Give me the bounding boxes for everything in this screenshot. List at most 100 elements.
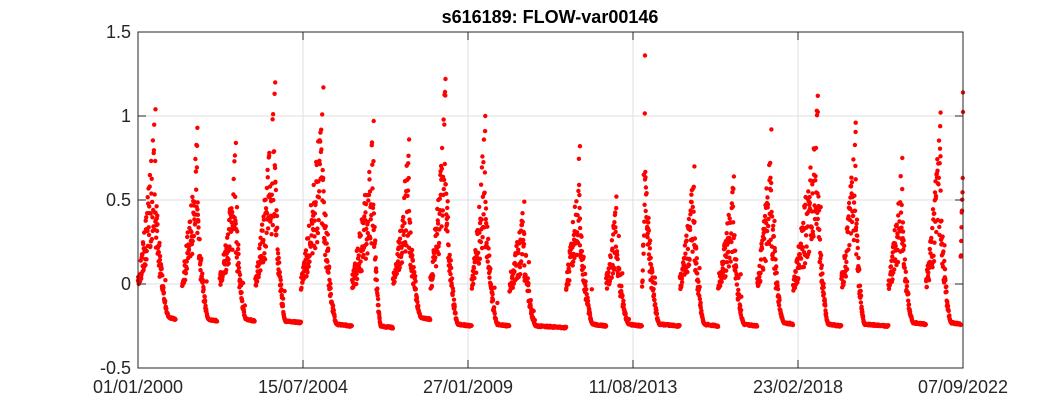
- data-point: [317, 161, 323, 167]
- data-point: [320, 112, 325, 117]
- data-point: [761, 230, 766, 236]
- data-point: [807, 194, 812, 200]
- data-point: [775, 286, 781, 292]
- data-point: [814, 221, 819, 227]
- data-point: [410, 253, 415, 258]
- data-point: [405, 193, 410, 198]
- data-point: [374, 277, 379, 283]
- data-point: [148, 244, 153, 249]
- data-point: [517, 241, 522, 246]
- data-point: [487, 253, 492, 258]
- data-point: [803, 202, 808, 207]
- data-point: [323, 224, 328, 229]
- data-point: [140, 252, 145, 258]
- data-point: [761, 267, 766, 272]
- data-point: [231, 176, 236, 182]
- data-point: [888, 264, 894, 269]
- data-point: [440, 213, 445, 218]
- data-point: [442, 161, 447, 167]
- data-point: [261, 217, 267, 222]
- data-point: [194, 187, 199, 192]
- data-point: [144, 215, 149, 220]
- data-point: [375, 293, 380, 298]
- data-point: [443, 182, 448, 187]
- data-point: [517, 264, 523, 270]
- data-point: [312, 211, 318, 216]
- data-point: [691, 184, 696, 189]
- data-point: [194, 165, 200, 170]
- data-point: [679, 276, 685, 281]
- data-point: [758, 278, 763, 284]
- data-point: [490, 297, 496, 302]
- data-point: [574, 199, 579, 204]
- data-point: [584, 287, 589, 292]
- data-point: [938, 110, 943, 115]
- data-point: [184, 266, 190, 271]
- data-point: [904, 279, 910, 284]
- data-point: [401, 232, 406, 238]
- data-point: [279, 287, 284, 292]
- data-point: [152, 192, 157, 197]
- data-point: [639, 284, 645, 289]
- data-point: [724, 231, 729, 236]
- data-point: [150, 138, 156, 143]
- data-point: [933, 193, 939, 199]
- data-point: [772, 218, 777, 224]
- data-point: [583, 283, 588, 288]
- data-point: [621, 298, 626, 303]
- data-point: [235, 246, 241, 252]
- data-point: [902, 265, 907, 271]
- data-point: [577, 243, 583, 248]
- data-point: [936, 175, 941, 180]
- data-point: [626, 317, 632, 322]
- data-point: [892, 228, 897, 233]
- data-point: [715, 324, 721, 329]
- data-point: [355, 246, 360, 251]
- data-point: [575, 213, 580, 218]
- data-point: [183, 271, 189, 276]
- data-point: [686, 262, 692, 268]
- data-point: [365, 230, 370, 236]
- data-point: [935, 157, 940, 162]
- data-point: [934, 229, 939, 235]
- data-point: [147, 172, 153, 178]
- data-point: [613, 229, 618, 235]
- data-point: [449, 265, 454, 271]
- data-point: [901, 247, 906, 252]
- data-point: [408, 230, 413, 235]
- data-point: [855, 245, 860, 251]
- data-point: [694, 261, 699, 266]
- data-point: [648, 255, 653, 261]
- data-point: [566, 262, 572, 268]
- data-point: [642, 53, 648, 58]
- data-point: [477, 230, 482, 235]
- data-point: [315, 230, 321, 236]
- data-point: [365, 219, 371, 225]
- data-point: [364, 226, 369, 232]
- data-point: [310, 251, 315, 256]
- data-point: [145, 228, 150, 234]
- data-point: [321, 189, 326, 194]
- data-point: [819, 263, 824, 268]
- data-point: [481, 137, 487, 142]
- data-point: [930, 207, 936, 212]
- data-point: [613, 225, 618, 230]
- data-point: [525, 276, 530, 281]
- data-point: [722, 245, 728, 251]
- data-point: [946, 308, 951, 313]
- data-point: [765, 228, 770, 234]
- data-point: [820, 271, 825, 276]
- data-point: [274, 208, 279, 213]
- data-point: [928, 251, 933, 256]
- data-point: [770, 227, 776, 232]
- data-point: [474, 257, 479, 262]
- data-point: [896, 235, 901, 240]
- data-point: [521, 241, 527, 247]
- data-point: [186, 247, 192, 252]
- data-point: [448, 258, 453, 263]
- data-point: [478, 239, 484, 245]
- data-point: [942, 267, 948, 272]
- data-point: [514, 263, 519, 268]
- data-point: [926, 270, 931, 275]
- data-point: [150, 215, 155, 220]
